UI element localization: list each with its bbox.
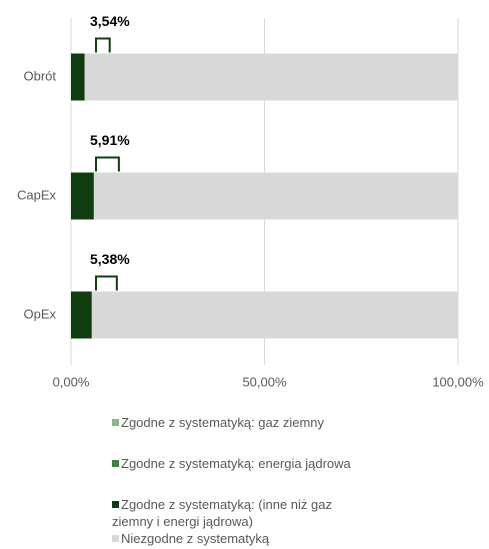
legend-label: Niezgodne z systematyką	[121, 531, 270, 546]
legend-item: Zgodne z systematyką: energia jądrowa	[112, 455, 362, 472]
annotation-bracket	[95, 37, 111, 53]
bar-segment	[93, 172, 458, 220]
legend-swatch	[112, 501, 119, 508]
bar-segment	[91, 291, 458, 339]
legend-label: Zgodne z systematyką: energia jądrowa	[121, 456, 351, 471]
legend-item: Zgodne z systematyką: (inne niż gaz ziem…	[112, 496, 362, 530]
x-tick-label: 0,00%	[53, 374, 90, 389]
legend-item: Zgodne z systematyką: gaz ziemny	[112, 414, 362, 431]
legend-label: Zgodne z systematyką: (inne niż gaz ziem…	[112, 497, 332, 529]
x-tick-label: 50,00%	[242, 374, 287, 389]
bar-segment	[71, 291, 92, 339]
chart: 0,00%50,00%100,00%3,54%96,46%5,91%94,09%…	[17, 13, 484, 389]
bar-segment	[71, 53, 85, 101]
annotation-label: 5,91%	[90, 132, 130, 148]
annotation-bracket	[95, 275, 118, 291]
category-label: CapEx	[17, 187, 57, 202]
legend-label: Zgodne z systematyką: gaz ziemny	[121, 415, 325, 430]
category-label: OpEx	[23, 306, 56, 321]
category-label: Obrót	[23, 68, 56, 83]
legend-swatch	[112, 419, 119, 426]
annotation-label: 5,38%	[90, 251, 130, 267]
legend-swatch	[112, 460, 119, 467]
bar-segment	[84, 53, 458, 101]
annotation-label: 3,54%	[90, 13, 130, 29]
x-tick-label: 100,00%	[432, 374, 484, 389]
annotation-bracket	[95, 156, 120, 172]
legend-swatch	[112, 535, 119, 542]
bar-segment	[71, 172, 94, 220]
legend-item: Niezgodne z systematyką	[112, 530, 362, 547]
